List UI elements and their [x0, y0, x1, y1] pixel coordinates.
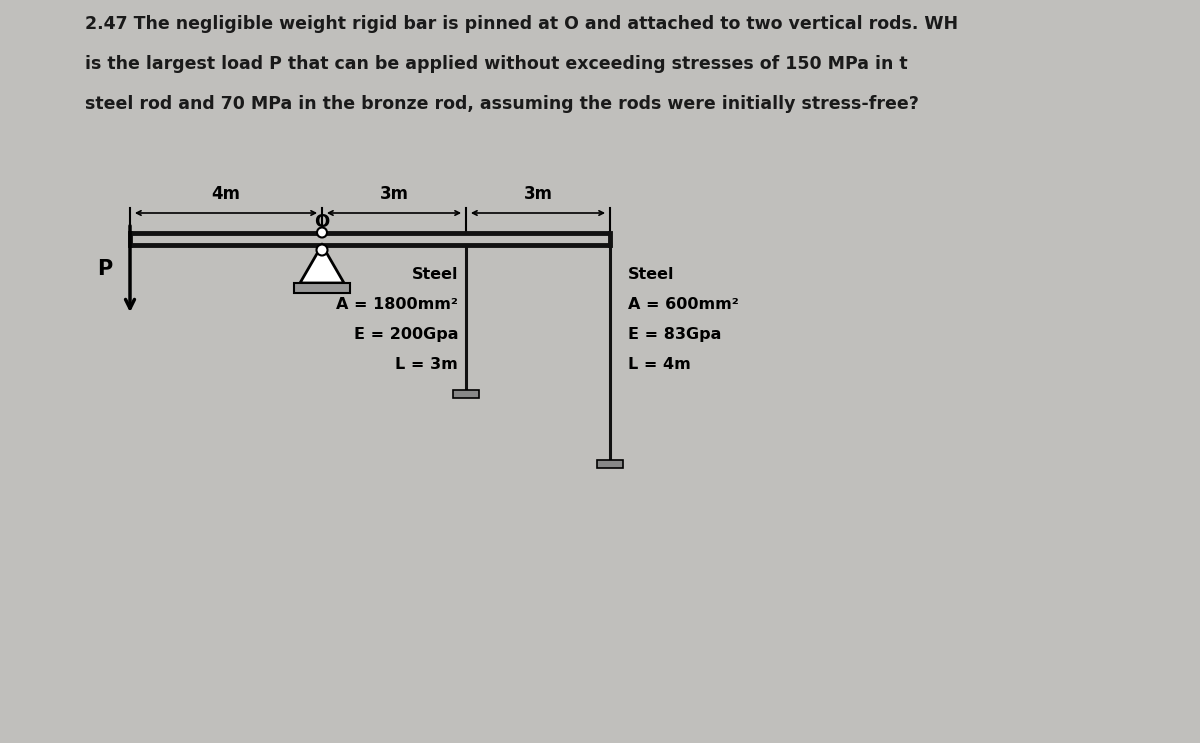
Text: E = 83Gpa: E = 83Gpa — [628, 327, 721, 342]
Text: 2.47 The negligible weight rigid bar is pinned at O and attached to two vertical: 2.47 The negligible weight rigid bar is … — [85, 15, 958, 33]
Text: E = 200Gpa: E = 200Gpa — [354, 327, 458, 342]
Bar — [598, 460, 623, 468]
Text: L = 3m: L = 3m — [395, 357, 458, 372]
Circle shape — [317, 227, 326, 238]
Text: Steel: Steel — [628, 267, 674, 282]
Bar — [294, 283, 350, 293]
Text: Steel: Steel — [412, 267, 458, 282]
Text: P: P — [97, 259, 113, 279]
Text: A = 1800mm²: A = 1800mm² — [336, 297, 458, 312]
Text: 3m: 3m — [523, 185, 552, 203]
Text: A = 600mm²: A = 600mm² — [628, 297, 739, 312]
Text: O: O — [314, 213, 330, 231]
Text: steel rod and 70 MPa in the bronze rod, assuming the rods were initially stress-: steel rod and 70 MPa in the bronze rod, … — [85, 95, 919, 113]
Text: is the largest load P that can be applied without exceeding stresses of 150 MPa : is the largest load P that can be applie… — [85, 55, 907, 73]
Text: L = 4m: L = 4m — [628, 357, 691, 372]
Circle shape — [317, 244, 328, 256]
Polygon shape — [300, 245, 344, 283]
Text: 3m: 3m — [379, 185, 408, 203]
Bar — [454, 390, 479, 398]
Text: 4m: 4m — [211, 185, 240, 203]
